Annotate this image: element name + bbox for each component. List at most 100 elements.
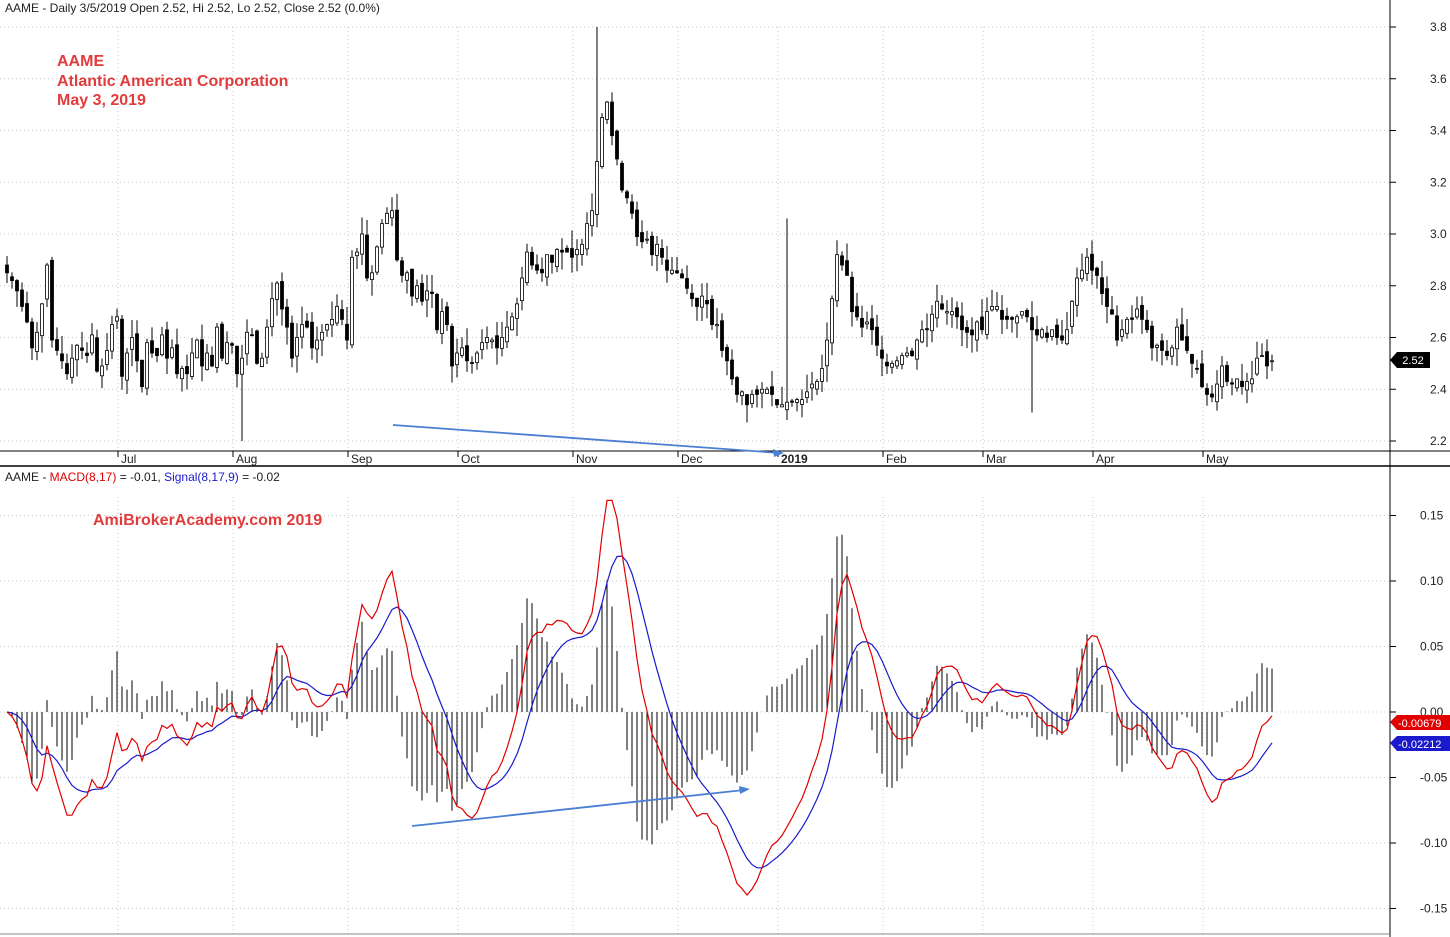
candle — [760, 382, 764, 409]
candle — [245, 319, 249, 366]
candle-body — [270, 298, 274, 328]
candle-body — [815, 381, 819, 390]
candle — [145, 338, 149, 396]
candle — [700, 283, 704, 322]
candle — [1095, 266, 1099, 289]
candle — [820, 354, 824, 392]
candle — [530, 246, 534, 270]
candle-body — [350, 256, 354, 346]
candle — [730, 349, 734, 386]
candle-body — [1165, 350, 1169, 357]
candle-body — [295, 337, 299, 357]
candle — [340, 299, 344, 326]
candle-body — [240, 357, 244, 375]
price-y-tick-label: 3.0 — [1430, 227, 1447, 241]
candle — [45, 262, 49, 308]
candle-body — [165, 329, 169, 359]
candle — [690, 284, 694, 307]
candle — [55, 327, 59, 356]
candle-body — [135, 333, 139, 362]
candle-body — [805, 391, 809, 398]
candle-body — [260, 357, 264, 368]
candle — [1155, 343, 1159, 362]
candle — [850, 271, 854, 327]
candle-body — [210, 354, 214, 367]
candle — [225, 331, 229, 365]
candle-body — [1150, 325, 1154, 349]
candle-body — [1110, 309, 1114, 315]
candle — [610, 92, 614, 146]
candle-body — [195, 339, 199, 359]
candle-body — [540, 268, 544, 274]
candle-body — [1050, 329, 1054, 337]
candle-body — [495, 335, 499, 349]
candle-body — [1125, 318, 1129, 334]
candle — [660, 239, 664, 265]
candle-body — [1105, 288, 1109, 307]
candle-body — [470, 362, 474, 364]
candle-body — [115, 316, 119, 322]
candle — [520, 266, 524, 311]
candle — [750, 389, 754, 408]
candle — [370, 265, 374, 296]
candle — [1070, 300, 1074, 334]
candle — [695, 297, 699, 321]
candle-body — [330, 318, 334, 326]
candle — [350, 250, 354, 349]
candle — [1125, 316, 1129, 339]
candle — [160, 326, 164, 357]
candle — [765, 386, 769, 394]
candle — [390, 197, 394, 227]
price-y-tick-label: 3.2 — [1430, 175, 1447, 189]
candle-body — [945, 311, 949, 314]
x-tick-label: Oct — [461, 452, 480, 466]
candle — [910, 347, 914, 357]
candle-body — [220, 323, 224, 359]
candle — [495, 322, 499, 365]
candle — [980, 299, 984, 335]
candle-body — [505, 326, 509, 343]
candle-body — [1155, 344, 1159, 348]
candle-body — [860, 318, 864, 328]
candle — [1260, 343, 1264, 358]
candle-body — [235, 345, 239, 375]
macd-trendline — [411, 789, 745, 827]
candle — [710, 295, 714, 331]
candle-body — [150, 340, 154, 354]
candle-body — [820, 368, 824, 382]
candle — [80, 331, 84, 359]
candle — [665, 246, 669, 283]
candle — [500, 321, 504, 357]
macd-y-axis: -0.15-0.10-0.050.000.050.100.15 — [1390, 509, 1448, 916]
candle — [1055, 318, 1059, 345]
candle-body — [1095, 267, 1099, 276]
candle — [655, 236, 659, 272]
x-tick-label: Sep — [351, 452, 373, 466]
candle — [410, 268, 414, 306]
candle — [60, 335, 64, 369]
candle-body — [360, 233, 364, 255]
candle — [360, 217, 364, 265]
price-gridlines — [0, 26, 1390, 934]
candle — [385, 207, 389, 225]
candle-body — [1235, 378, 1239, 389]
candle-body — [770, 386, 774, 395]
annotation-symbol: AAME — [57, 53, 104, 70]
price-trendline — [392, 424, 781, 454]
candle — [190, 337, 194, 380]
price-header-symbol: AAME — [5, 1, 39, 15]
candle-body — [795, 399, 799, 403]
candle — [805, 374, 809, 404]
candle-body — [980, 316, 984, 331]
candle — [685, 265, 689, 295]
candle — [1170, 344, 1174, 366]
candle-body — [70, 357, 74, 378]
candle-body — [1010, 317, 1014, 320]
candle-body — [1260, 355, 1264, 358]
price-y-tick-label: 2.4 — [1430, 382, 1447, 396]
candle — [555, 247, 559, 273]
candle-body — [145, 342, 149, 389]
candle — [1235, 378, 1239, 392]
candle-body — [1045, 332, 1049, 338]
